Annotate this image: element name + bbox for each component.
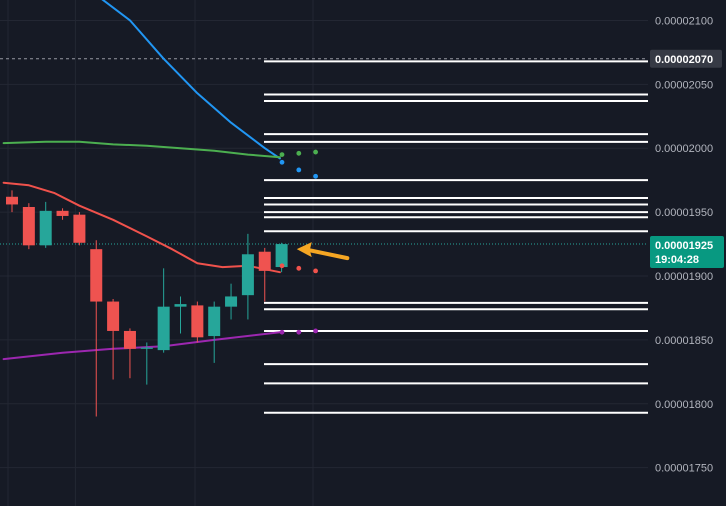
projection-dot: [279, 329, 285, 335]
candle-body: [225, 296, 238, 307]
candle-body: [241, 254, 254, 296]
projection-dot: [313, 173, 318, 179]
projection-dot: [279, 263, 285, 269]
candle-body: [208, 306, 221, 337]
projection-dots: [279, 149, 318, 335]
y-tick-label: 0.00001950: [655, 207, 713, 219]
candle-body: [107, 301, 120, 331]
projection-dot: [313, 268, 318, 274]
projection-dot: [279, 152, 285, 158]
moving-averages: [2, 0, 281, 361]
candle-body: [275, 244, 288, 268]
moving-average-line: [2, 181, 281, 274]
candle-body: [22, 207, 35, 246]
y-tick-label: 0.00001750: [655, 463, 713, 475]
y-tick-label: 0.00001800: [655, 399, 713, 411]
grid: [0, 0, 648, 506]
moving-average-line: [2, 140, 281, 159]
candles: [6, 190, 288, 417]
candle-body: [157, 306, 170, 351]
candle-body: [258, 251, 271, 271]
y-tick-label: 0.00001850: [655, 335, 713, 347]
moving-average-line: [2, 331, 281, 361]
candle-body: [191, 305, 204, 338]
arrow-head: [296, 242, 312, 258]
candle-body: [73, 214, 86, 243]
y-tick-label: 0.00002000: [655, 143, 713, 155]
projection-dot: [313, 149, 318, 155]
current-price-tag-box: [650, 236, 724, 269]
candle-body: [90, 249, 103, 302]
annotation-arrow: [296, 242, 350, 261]
projection-dot: [296, 150, 302, 156]
y-tick-label: 0.00002100: [655, 15, 713, 27]
candle-body: [174, 304, 187, 307]
candle-body: [140, 347, 153, 349]
price-axis[interactable]: 0.00002100 0.00002050 0.00002000 0.00001950…: [650, 15, 724, 475]
y-tick-label: 0.00001900: [655, 271, 713, 283]
price-tag-box: [650, 49, 722, 68]
projection-dot: [296, 167, 302, 173]
y-tick-label: 0.00002050: [655, 79, 713, 91]
projection-dot: [296, 265, 302, 271]
candle-body: [6, 196, 18, 205]
level-lines: [264, 60, 648, 414]
projection-dot: [313, 328, 318, 334]
candle-body: [56, 210, 69, 216]
candle-body: [39, 210, 52, 246]
candle-body: [123, 330, 136, 349]
countdown-label: 19:04:28: [655, 254, 699, 266]
moving-average-line: [101, 0, 281, 160]
price-tag-label: 0.00002070: [655, 54, 713, 66]
arrow-shaft: [304, 247, 350, 261]
projection-dot: [279, 159, 285, 165]
current-price-label: 0.00001925: [655, 240, 713, 252]
projection-dot: [296, 329, 302, 335]
